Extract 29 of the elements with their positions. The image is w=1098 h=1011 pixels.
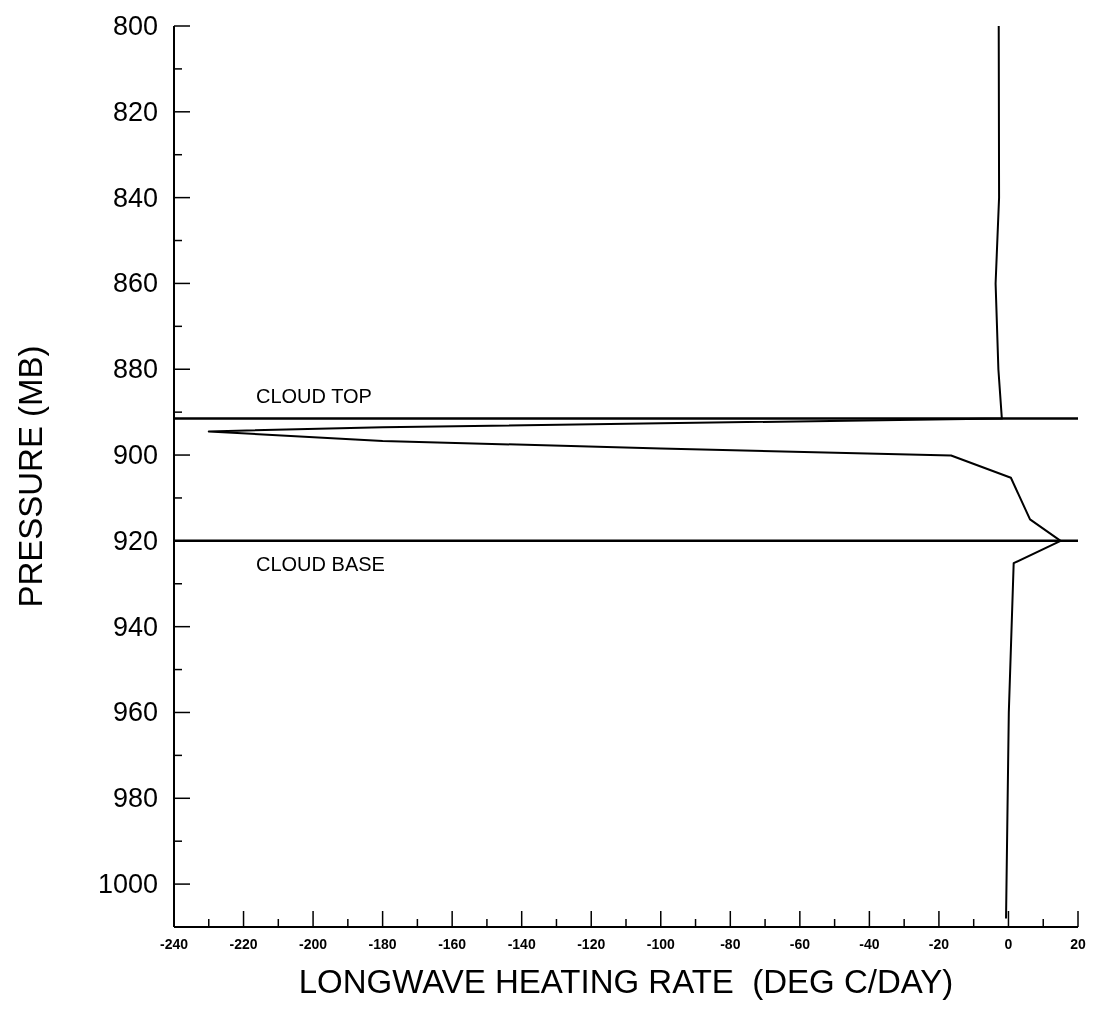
x-axis-title: LONGWAVE HEATING RATE (DEG C/DAY) (298, 963, 954, 1000)
y-tick-label: 820 (112, 96, 158, 127)
ref-line-label: CLOUD BASE (256, 552, 385, 575)
x-tick-label: -200 (299, 936, 328, 952)
y-tick-label: 960 (112, 697, 158, 728)
x-tick-label: -140 (507, 936, 536, 952)
x-tick-label: -40 (859, 936, 880, 952)
y-tick-label: 840 (112, 182, 158, 213)
x-tick-label: -240 (159, 936, 189, 952)
x-tick-label: 20 (1070, 936, 1086, 952)
y-tick-label: 880 (112, 354, 158, 385)
y-tick-label: 1000 (97, 869, 158, 900)
x-tick-label: -80 (720, 936, 741, 952)
x-tick-label: -180 (368, 936, 397, 952)
y-tick-label: 860 (112, 268, 158, 299)
x-tick-label: -60 (789, 936, 811, 952)
y-tick-label: 800 (112, 11, 158, 41)
x-tick-label: -120 (577, 936, 606, 952)
y-tick-label: 920 (112, 525, 158, 556)
y-tick-label: 940 (112, 611, 158, 642)
ref-line-label: CLOUD TOP (256, 384, 372, 407)
y-tick-label: 900 (112, 440, 158, 471)
x-tick-label: -20 (928, 936, 950, 952)
x-tick-label: -220 (229, 936, 258, 952)
y-axis-title: PRESSURE (MB) (11, 345, 49, 608)
x-tick-label: -160 (438, 936, 467, 952)
x-tick-label: -100 (646, 936, 675, 952)
y-tick-label: 980 (112, 783, 158, 814)
x-tick-label: 0 (1004, 936, 1013, 952)
